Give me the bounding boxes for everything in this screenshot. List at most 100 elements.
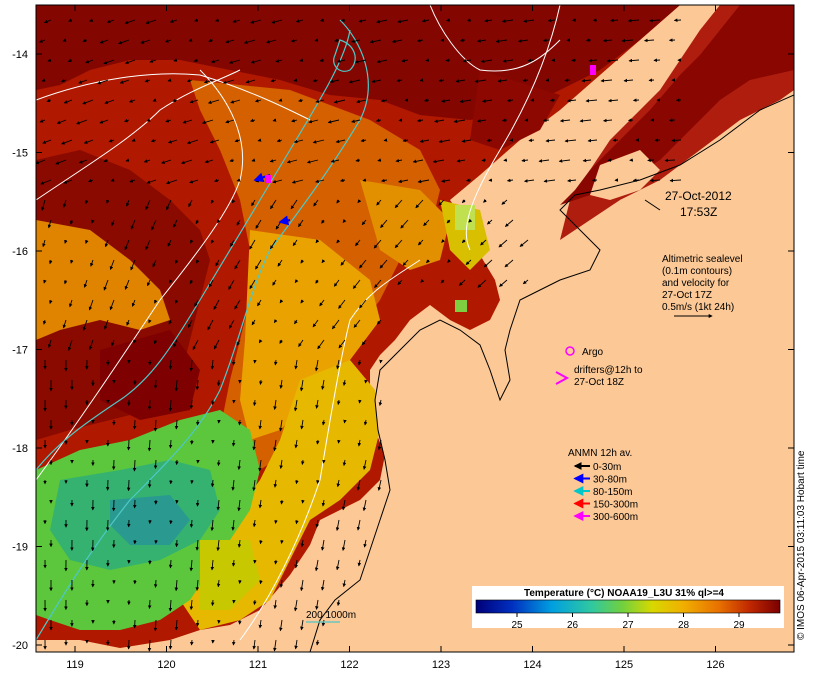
- velocity-arrow: [348, 79, 361, 84]
- velocity-arrow: [456, 159, 466, 163]
- y-tick-label: -14: [12, 49, 28, 61]
- velocity-arrow: [501, 19, 514, 23]
- velocity-arrow: [129, 99, 136, 103]
- velocity-arrow: [196, 259, 200, 264]
- velocity-arrow: [504, 219, 514, 227]
- velocity-arrow: [195, 579, 200, 591]
- velocity-arrow: [148, 319, 152, 324]
- velocity-arrow: [419, 139, 430, 143]
- velocity-arrow: [189, 519, 194, 528]
- velocity-arrow: [147, 599, 152, 609]
- velocity-arrow: [356, 519, 361, 531]
- velocity-arrow: [152, 98, 157, 102]
- velocity-arrow: [133, 339, 137, 344]
- velocity-arrow: [236, 178, 241, 182]
- velocity-arrow: [279, 619, 283, 632]
- velocity-arrow: [440, 279, 445, 284]
- velocity-arrow: [432, 159, 445, 164]
- velocity-arrow: [146, 118, 151, 122]
- velocity-arrow: [400, 219, 409, 229]
- velocity-arrow: [417, 118, 424, 123]
- velocity-arrow: [210, 519, 215, 532]
- velocity-arrow: [147, 439, 152, 452]
- velocity-arrow: [258, 499, 263, 509]
- velocity-arrow: [340, 18, 346, 22]
- velocity-arrow: [446, 18, 451, 22]
- velocity-arrow: [36, 159, 46, 165]
- velocity-arrow: [167, 239, 172, 247]
- velocity-arrow: [579, 119, 592, 123]
- velocity-arrow: [290, 38, 298, 43]
- velocity-arrow: [186, 139, 199, 145]
- velocity-arrow: [316, 439, 320, 445]
- x-tick-label: 122: [340, 659, 358, 671]
- velocity-arrow: [521, 158, 529, 163]
- velocity-arrow: [174, 379, 179, 392]
- sealevel-line: and velocity for: [662, 278, 730, 289]
- velocity-arrow: [295, 479, 299, 485]
- anmn-item-label: 0-30m: [593, 462, 621, 473]
- velocity-arrow: [47, 219, 52, 229]
- velocity-arrow: [417, 179, 430, 184]
- velocity-arrow: [236, 219, 241, 226]
- velocity-arrow: [195, 499, 200, 507]
- velocity-arrow: [446, 219, 451, 224]
- velocity-arrow: [69, 299, 73, 308]
- velocity-arrow: [321, 379, 325, 390]
- sealevel-line: 0.5m/s (1kt 24h): [662, 302, 734, 313]
- velocity-arrow: [421, 18, 430, 23]
- velocity-arrow: [153, 379, 158, 389]
- velocity-arrow: [91, 219, 95, 224]
- velocity-arrow: [502, 59, 514, 63]
- velocity-arrow: [503, 158, 508, 162]
- velocity-arrow: [379, 359, 383, 364]
- velocity-arrow: [270, 78, 277, 83]
- velocity-arrow: [111, 339, 115, 347]
- velocity-arrow: [193, 58, 199, 63]
- velocity-arrow: [124, 118, 130, 123]
- velocity-arrow: [404, 98, 409, 102]
- velocity-arrow: [234, 138, 241, 143]
- velocity-arrow: [153, 419, 158, 432]
- velocity-arrow: [602, 38, 613, 43]
- velocity-arrow: [259, 539, 263, 545]
- velocity-arrow: [82, 99, 94, 105]
- velocity-arrow: [140, 39, 151, 44]
- velocity-arrow: [567, 178, 577, 183]
- velocity-arrow: [153, 459, 158, 470]
- velocity-arrow: [149, 59, 157, 63]
- velocity-arrow: [83, 139, 94, 144]
- velocity-arrow: [103, 279, 109, 291]
- velocity-arrow: [329, 79, 340, 84]
- velocity-arrow: [315, 239, 320, 244]
- velocity-arrow: [251, 199, 256, 207]
- velocity-arrow: [300, 259, 305, 264]
- velocity-arrow: [315, 599, 319, 610]
- velocity-arrow: [308, 119, 319, 124]
- velocity-arrow: [398, 118, 403, 122]
- velocity-arrow: [341, 539, 346, 551]
- velocity-arrow: [255, 219, 262, 229]
- velocity-arrow: [498, 239, 508, 248]
- velocity-arrow: [317, 339, 325, 350]
- velocity-arrow: [359, 299, 367, 309]
- velocity-arrow: [188, 199, 193, 208]
- velocity-arrow: [300, 459, 305, 465]
- velocity-arrow: [167, 78, 172, 82]
- velocity-arrow: [85, 199, 89, 205]
- velocity-arrow: [126, 199, 130, 207]
- velocity-arrow: [194, 299, 199, 307]
- velocity-arrow: [173, 219, 178, 228]
- velocity-arrow: [173, 58, 178, 62]
- velocity-arrow: [231, 559, 236, 567]
- velocity-arrow: [63, 279, 68, 285]
- velocity-arrow: [461, 199, 466, 204]
- argo-label: Argo: [582, 347, 604, 358]
- velocity-arrow: [89, 18, 94, 22]
- velocity-arrow: [269, 159, 277, 163]
- velocity-arrow: [603, 118, 613, 123]
- velocity-arrow: [63, 179, 73, 184]
- anmn-title: ANMN 12h av.: [568, 448, 632, 459]
- velocity-arrow: [207, 319, 214, 331]
